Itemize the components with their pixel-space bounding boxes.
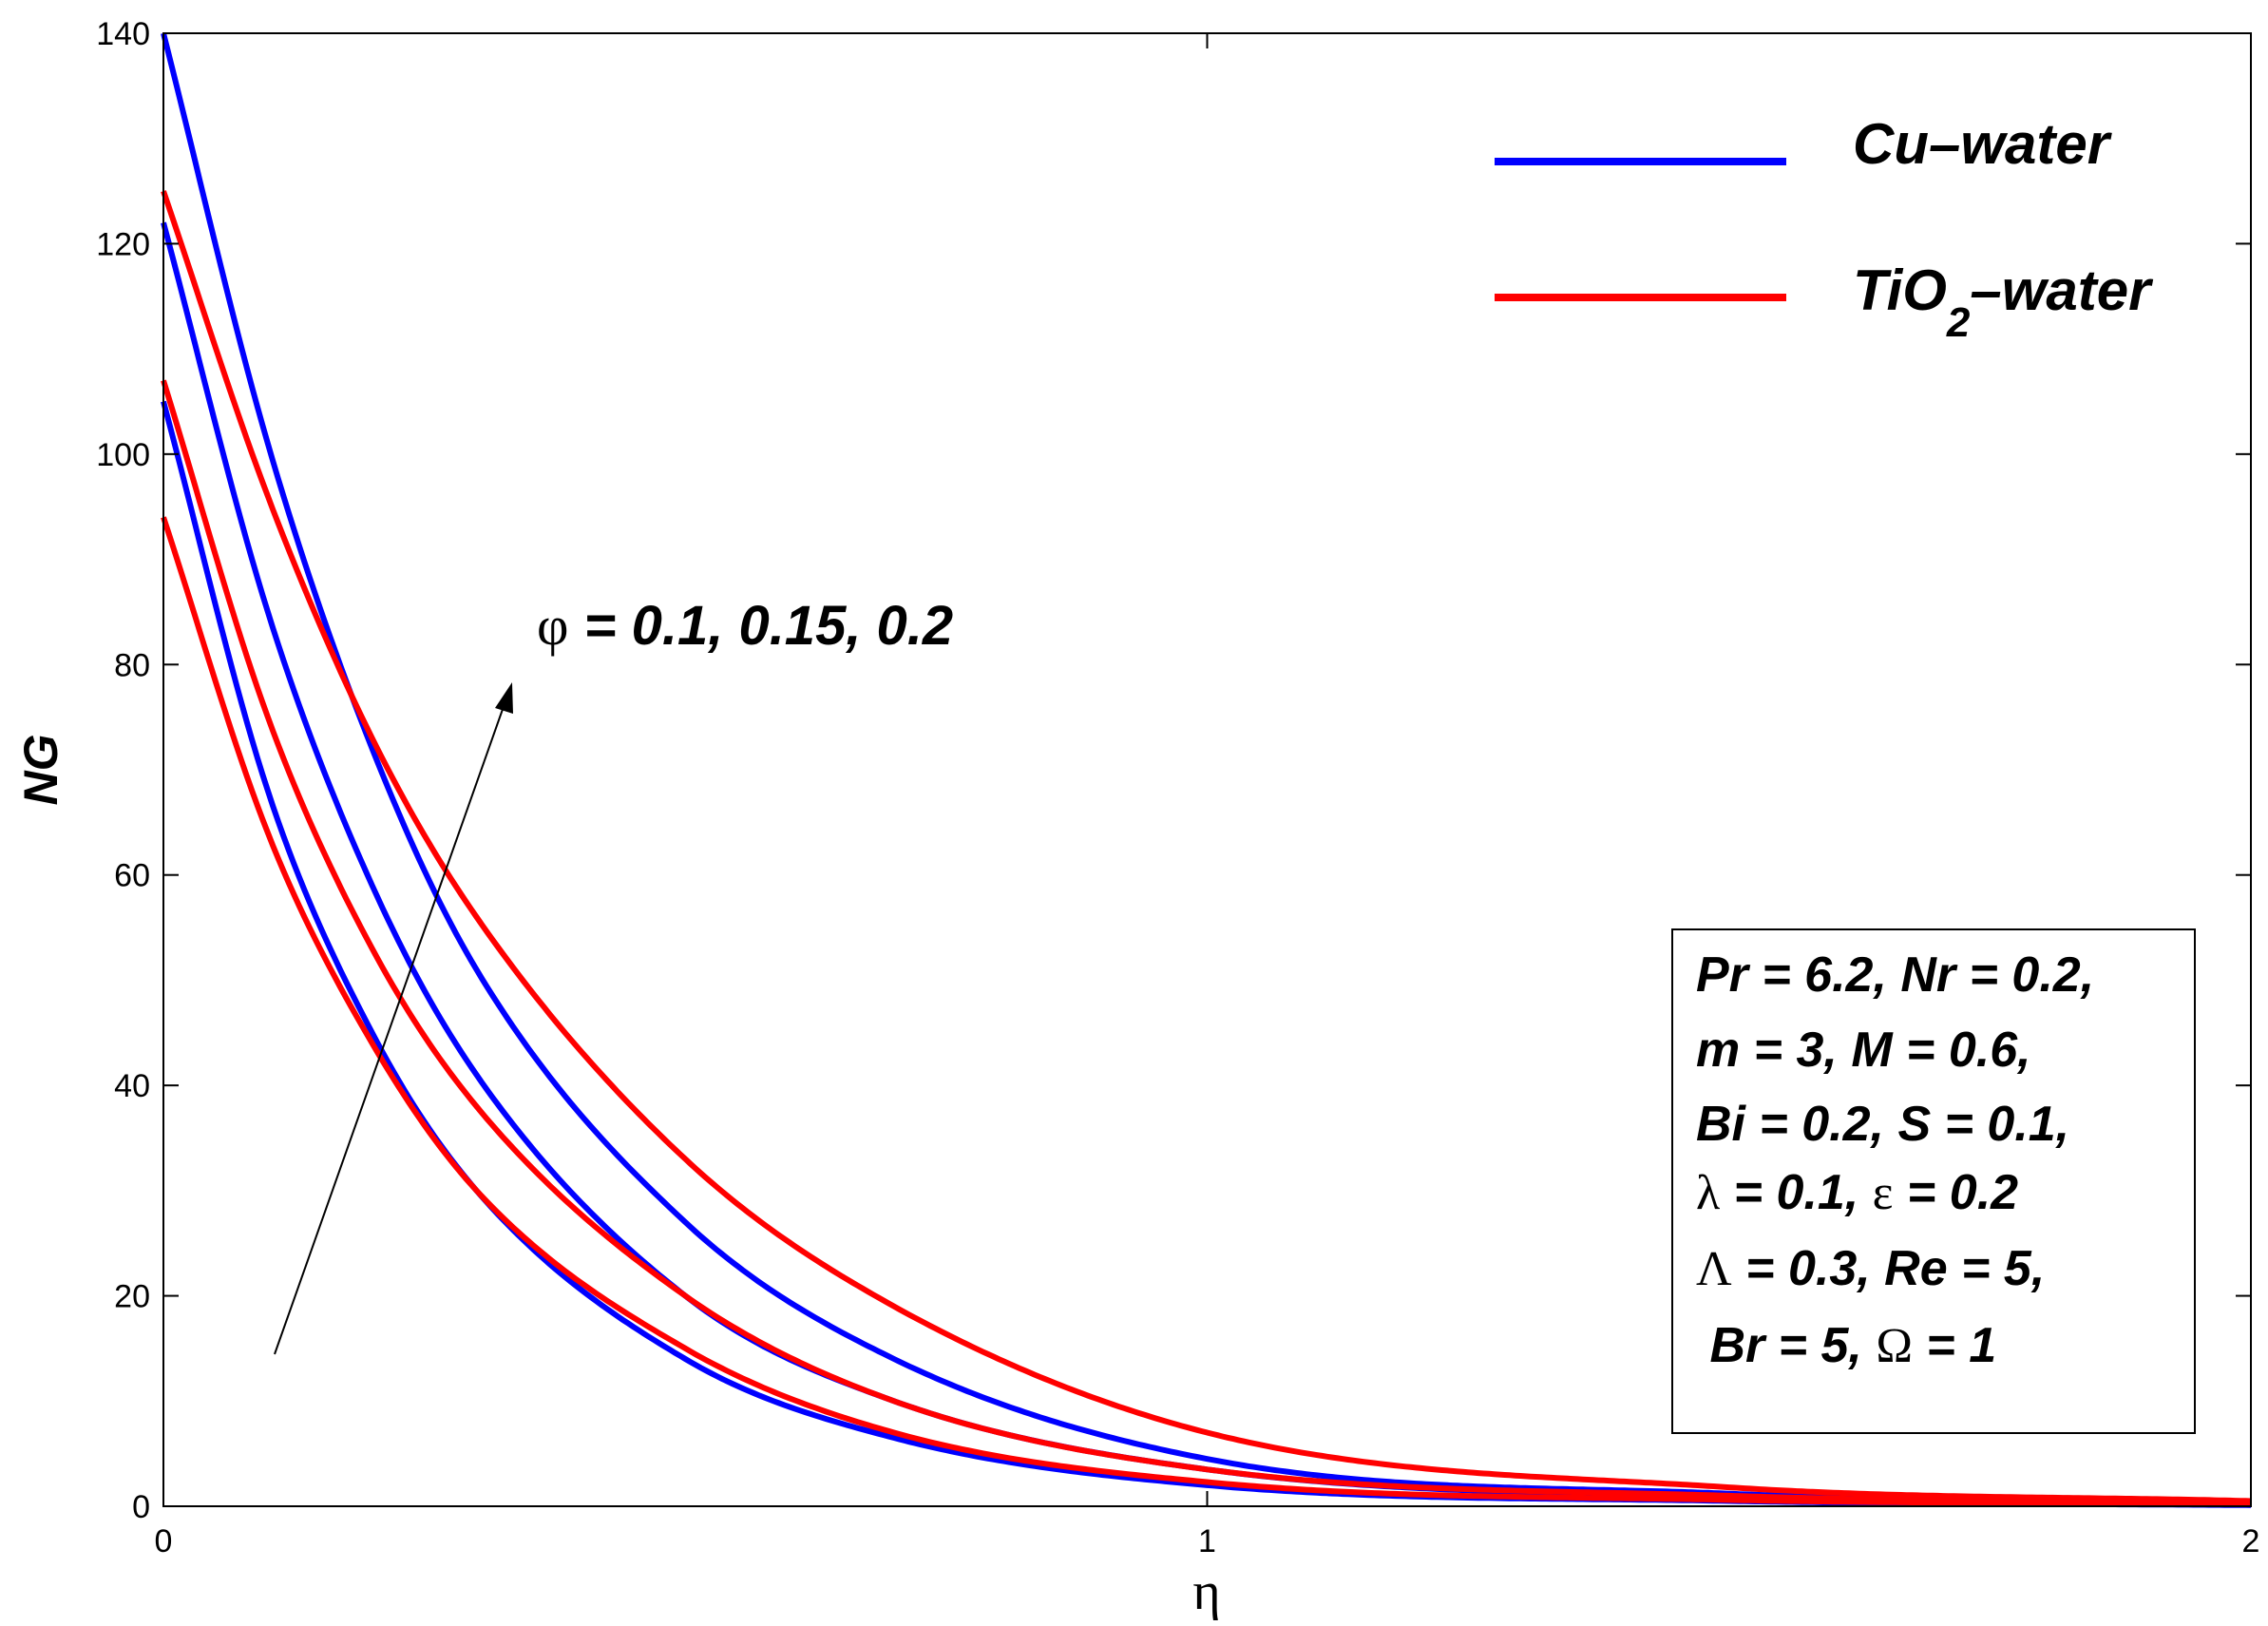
y-tick-label: 40	[114, 1068, 150, 1104]
param-line-6-a: Br = 5,	[1696, 1318, 1876, 1373]
legend-label-tio2-sub: 2	[1946, 299, 1971, 346]
series-line	[161, 379, 2252, 1506]
phi-arrow-head	[495, 682, 513, 714]
param-line-1: Pr = 6.2, Nr = 0.2,	[1696, 947, 2094, 1003]
param-line-4-a: = 0.1,	[1720, 1165, 1872, 1220]
y-axis-label: NG	[14, 735, 67, 806]
parameter-box: Pr = 6.2, Nr = 0.2, m = 3, M = 0.6, Bi =…	[1671, 928, 2196, 1434]
y-tick-label: 140	[96, 16, 150, 52]
phi-values: = 0.1, 0.15, 0.2	[568, 595, 953, 657]
capital-lambda-symbol: Λ	[1696, 1242, 1732, 1296]
x-tick-label: 1	[1198, 1523, 1216, 1559]
legend-label-tio2-water: TiO2–water	[1853, 258, 2154, 346]
phi-annotation-text: φ = 0.1, 0.15, 0.2	[537, 595, 953, 657]
x-axis-label: η	[1192, 1562, 1220, 1621]
legend-label-tio2-rest: –water	[1970, 258, 2154, 322]
param-line-4-b: = 0.2	[1894, 1165, 2019, 1220]
x-tick-label: 0	[155, 1523, 173, 1559]
legend-label-cu-water: Cu–water	[1853, 112, 2113, 176]
y-tick-label: 0	[132, 1489, 150, 1525]
y-tick-label: 80	[114, 647, 150, 683]
legend: Cu–water TiO2–water	[1495, 112, 2154, 346]
phi-arrow-line	[274, 698, 507, 1355]
series-curves	[161, 32, 2252, 1508]
y-tick-label: 120	[96, 226, 150, 262]
x-tick-label: 2	[2242, 1523, 2260, 1559]
series-line	[161, 190, 2252, 1504]
phi-symbol: φ	[537, 595, 568, 657]
y-tick-label: 100	[96, 437, 150, 473]
param-line-6: Br = 5, Ω = 1	[1696, 1318, 1996, 1373]
param-line-2: m = 3, M = 0.6,	[1696, 1023, 2031, 1078]
param-line-3: Bi = 0.2, S = 0.1,	[1696, 1097, 2069, 1152]
epsilon-symbol: ε	[1873, 1166, 1894, 1220]
y-tick-label: 20	[114, 1279, 150, 1315]
param-line-5-a: = 0.3, Re = 5,	[1732, 1241, 2046, 1296]
param-line-4: λ = 0.1, ε = 0.2	[1696, 1165, 2018, 1220]
parameter-box-frame	[1671, 928, 2196, 1434]
param-line-6-b: = 1	[1913, 1318, 1996, 1373]
phi-annotation: φ = 0.1, 0.15, 0.2	[274, 595, 953, 1355]
y-tick-label: 60	[114, 858, 150, 894]
lambda-symbol: λ	[1696, 1166, 1720, 1220]
omega-symbol: Ω	[1876, 1319, 1913, 1373]
param-line-5: Λ = 0.3, Re = 5,	[1696, 1241, 2045, 1296]
legend-label-tio2-main: TiO	[1853, 258, 1947, 322]
